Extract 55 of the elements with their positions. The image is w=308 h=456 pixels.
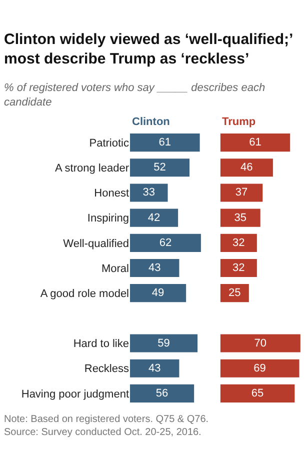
chart-subtitle: % of registered voters who say _____ describes each candidate	[4, 82, 266, 108]
source-note: Source: Survey conducted Oct. 20-25, 2016.	[4, 427, 202, 438]
data-label: 69	[254, 362, 266, 374]
y-tick-label: Having poor judgment	[21, 388, 129, 400]
bar	[130, 384, 194, 402]
bar	[130, 258, 180, 278]
bar	[130, 334, 198, 352]
series-label: Clinton	[132, 116, 170, 128]
y-tick-label: A good role model	[40, 288, 129, 300]
data-label: 32	[232, 262, 245, 274]
bar	[220, 184, 263, 202]
data-label: 59	[158, 337, 170, 350]
bar	[130, 284, 186, 302]
y-tick-label: Well-qualified	[63, 238, 129, 250]
data-label: 52	[154, 162, 166, 174]
y-tick-label: Patriotic	[89, 137, 130, 150]
data-label: 42	[148, 212, 160, 224]
data-label: 49	[152, 287, 164, 300]
bar	[130, 134, 200, 152]
y-tick-label: Inspiring	[87, 212, 129, 225]
data-label: 70	[254, 337, 266, 350]
bar	[220, 158, 273, 177]
bar	[130, 208, 178, 227]
bar	[220, 359, 300, 378]
data-label: 46	[240, 162, 253, 174]
y-tick-label: Moral	[101, 262, 129, 275]
bar	[130, 158, 190, 177]
bar	[130, 359, 180, 378]
data-label: 25	[228, 287, 241, 300]
bar	[220, 234, 257, 252]
y-tick-label: Reckless	[84, 363, 130, 376]
data-label: 32	[232, 236, 245, 249]
y-tick-label: Honest	[94, 188, 129, 200]
data-label: 61	[158, 136, 172, 149]
data-label: 62	[159, 236, 172, 249]
y-tick-label: Hard to like	[73, 338, 129, 350]
y-tick-label: A strong leader	[55, 162, 130, 174]
data-label: 56	[156, 387, 168, 400]
data-label: 33	[142, 186, 156, 199]
data-label: 65	[251, 387, 264, 400]
bar	[220, 208, 260, 227]
data-label: 37	[235, 186, 248, 199]
data-label: 43	[148, 362, 161, 374]
bar	[220, 258, 257, 278]
text: Note: Based on registered voters. Q75 & Q76.	[4, 414, 209, 425]
bar	[130, 234, 201, 252]
bar	[220, 384, 295, 402]
series-label: Trump	[222, 116, 256, 128]
data-label: 43	[148, 262, 161, 274]
chart-title: Clinton widely viewed as ‘well-qualified;’ most describe Trump as ‘reckless’	[4, 31, 294, 68]
bar	[220, 334, 300, 352]
bar	[220, 134, 290, 152]
data-label: 61	[249, 136, 262, 149]
data-label: 35	[234, 212, 246, 224]
bar	[130, 184, 168, 202]
